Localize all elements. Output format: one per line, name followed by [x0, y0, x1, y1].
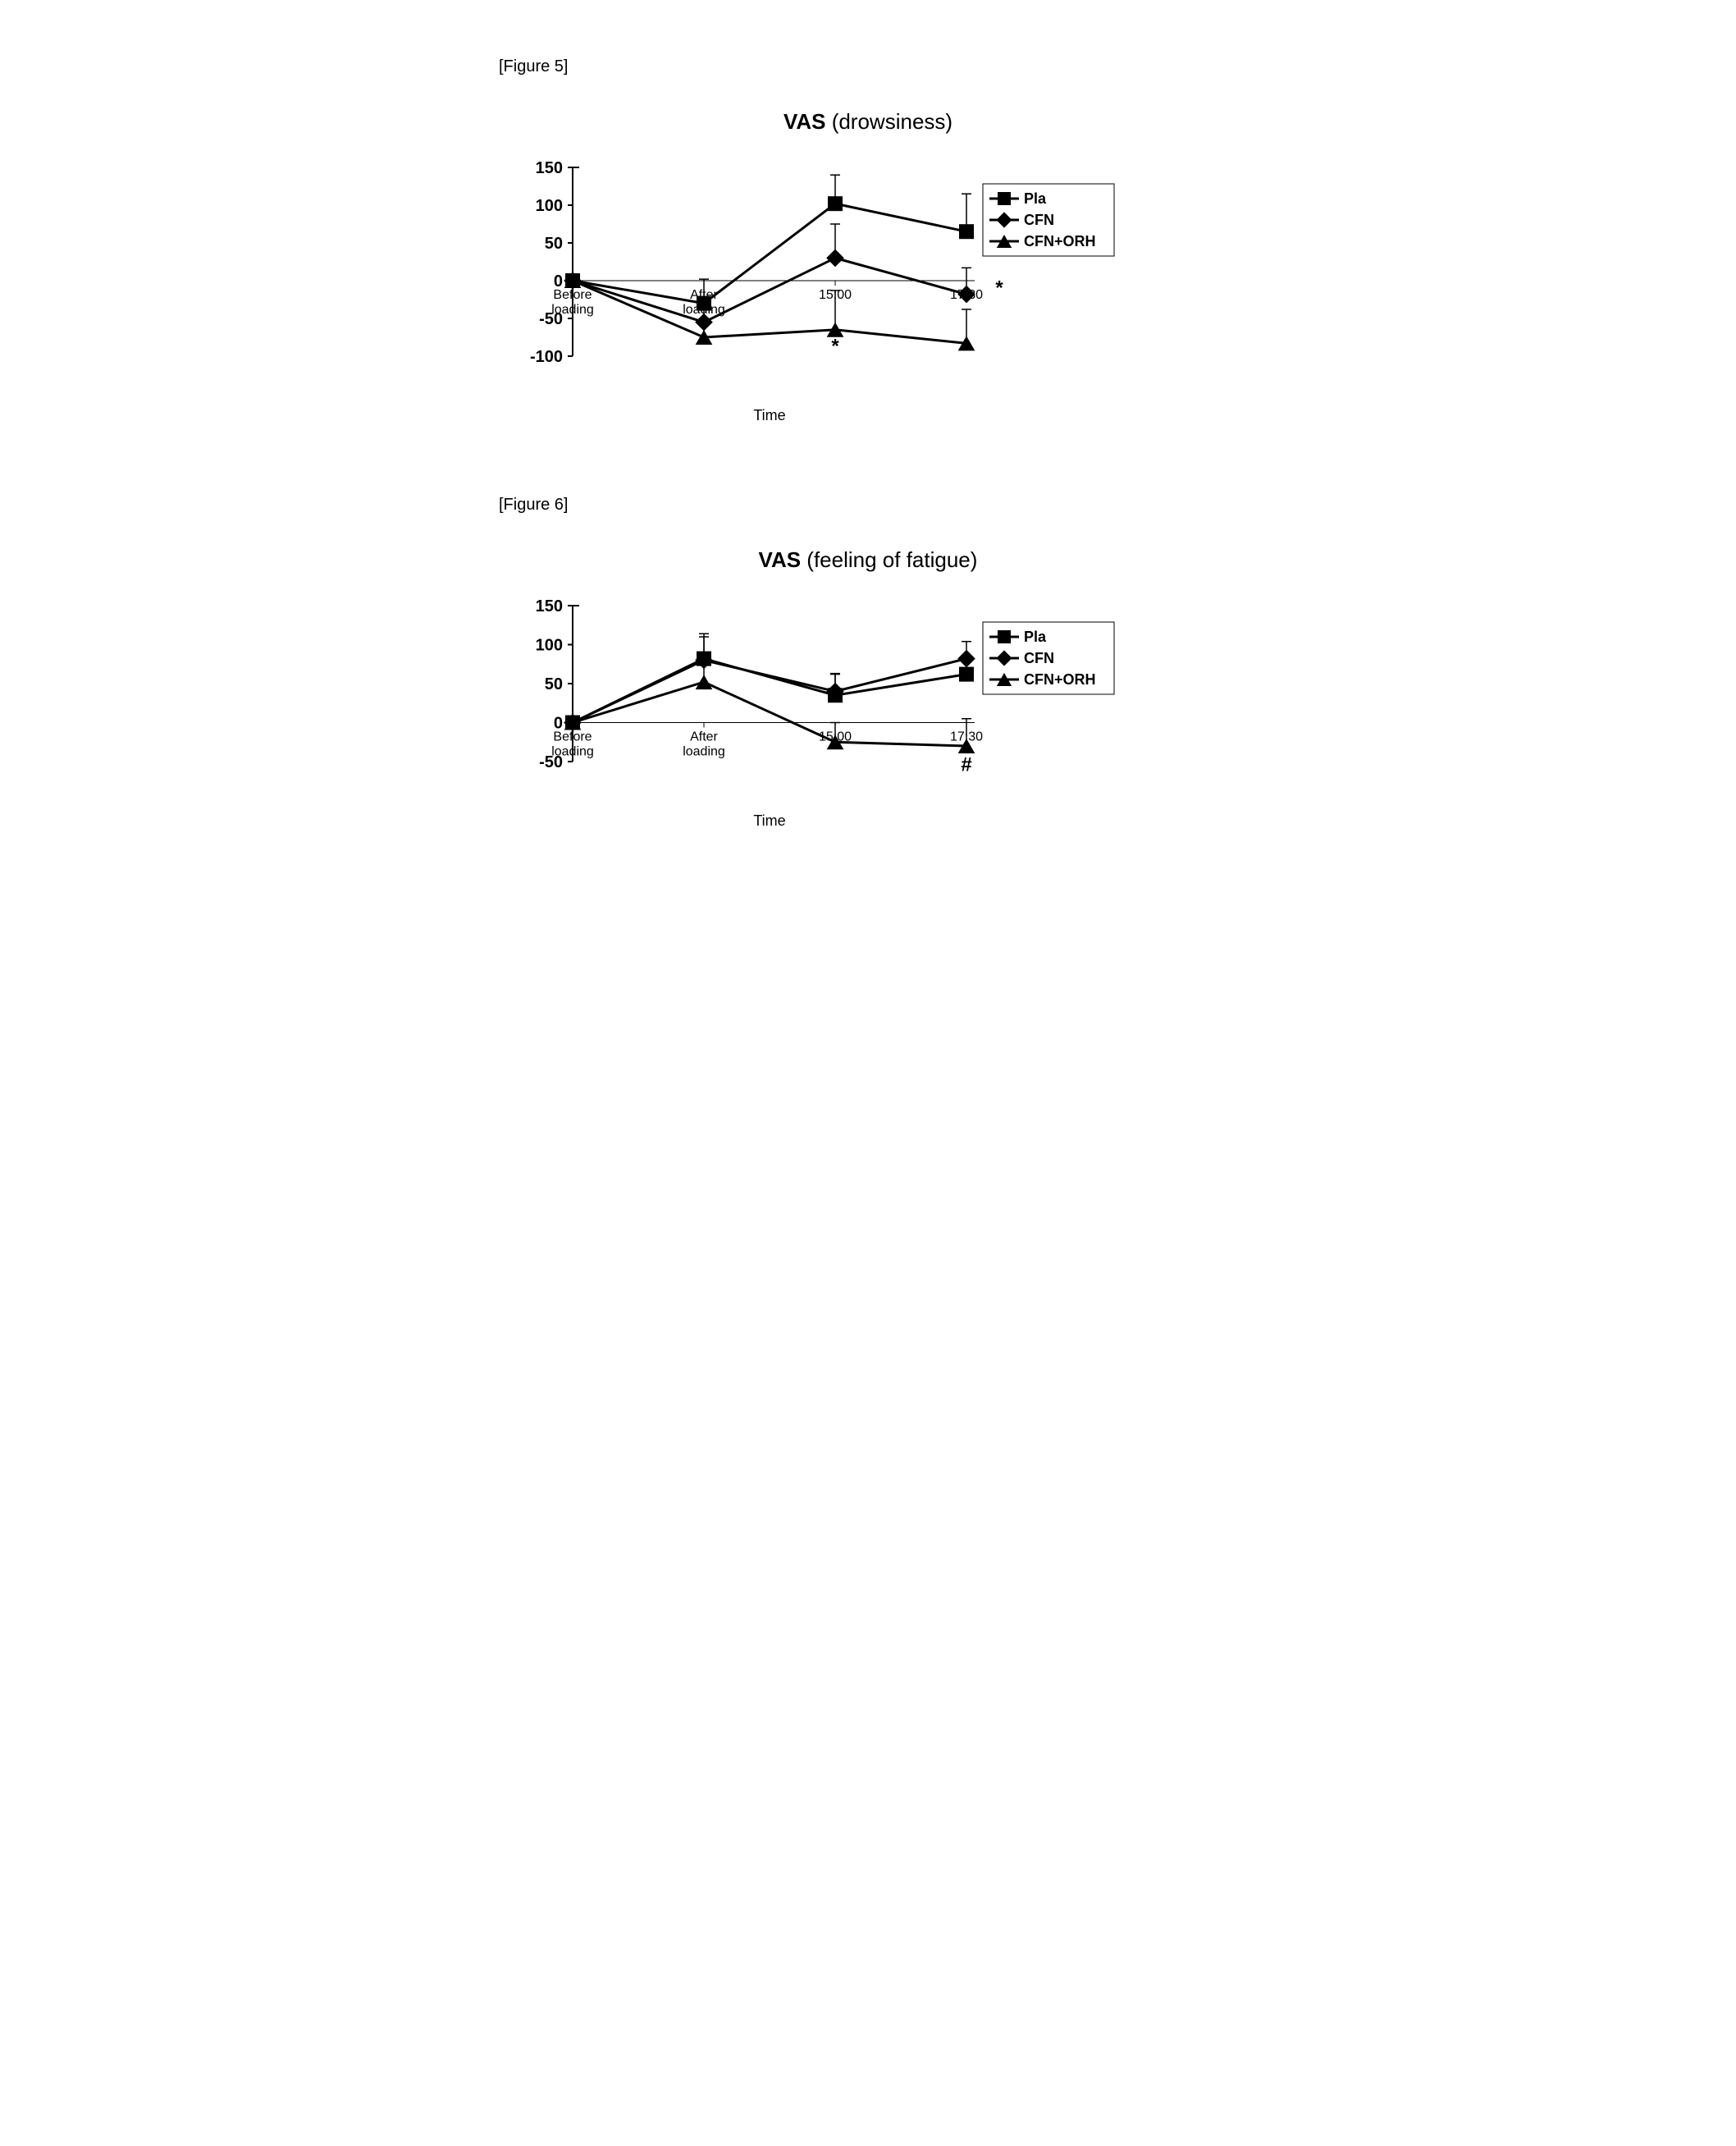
page-container: [Figure 5] VAS (drowsiness) -100-5005010… [499, 57, 1237, 835]
chart-title-6: VAS (feeling of fatigue) [499, 547, 1237, 573]
svg-text:Time: Time [753, 812, 785, 829]
figure-label-6: [Figure 6] [499, 496, 1237, 515]
svg-text:Pla: Pla [1024, 190, 1047, 207]
chart-5: VAS (drowsiness) -100-50050100150Beforel… [499, 109, 1237, 430]
svg-text:loading: loading [551, 745, 594, 759]
svg-text:*: * [831, 335, 839, 357]
svg-text:50: 50 [545, 235, 563, 253]
chart-svg-6: -50050100150BeforeloadingAfterloading15:… [499, 589, 1122, 835]
chart-title-rest: (drowsiness) [825, 109, 953, 134]
svg-text:*: * [962, 339, 971, 361]
chart-title-bold: VAS [759, 547, 802, 572]
svg-text:150: 150 [536, 597, 563, 615]
svg-text:loading: loading [551, 303, 594, 317]
chart-svg-5: -100-50050100150BeforeloadingAfterloadin… [499, 151, 1122, 430]
svg-text:CFN+ORH: CFN+ORH [1024, 233, 1096, 249]
chart-title-5: VAS (drowsiness) [499, 109, 1237, 135]
svg-text:CFN: CFN [1024, 212, 1054, 228]
svg-text:*: * [995, 277, 1003, 300]
svg-text:After: After [690, 730, 718, 744]
svg-text:Pla: Pla [1024, 629, 1047, 645]
svg-text:#: # [961, 753, 971, 776]
svg-text:Time: Time [753, 407, 785, 423]
chart-6: VAS (feeling of fatigue) -50050100150Bef… [499, 547, 1237, 835]
svg-text:Before: Before [553, 288, 592, 302]
svg-text:-100: -100 [530, 348, 563, 366]
figure-label-5: [Figure 5] [499, 57, 1237, 76]
svg-text:150: 150 [536, 159, 563, 177]
svg-text:100: 100 [536, 637, 563, 655]
svg-text:loading: loading [683, 745, 725, 759]
svg-text:50: 50 [545, 675, 563, 693]
chart-title-bold: VAS [783, 109, 826, 134]
svg-text:Before: Before [553, 730, 592, 744]
svg-text:100: 100 [536, 197, 563, 215]
svg-text:CFN+ORH: CFN+ORH [1024, 671, 1096, 688]
chart-title-rest: (feeling of fatigue) [801, 547, 977, 572]
svg-text:CFN: CFN [1024, 650, 1054, 666]
